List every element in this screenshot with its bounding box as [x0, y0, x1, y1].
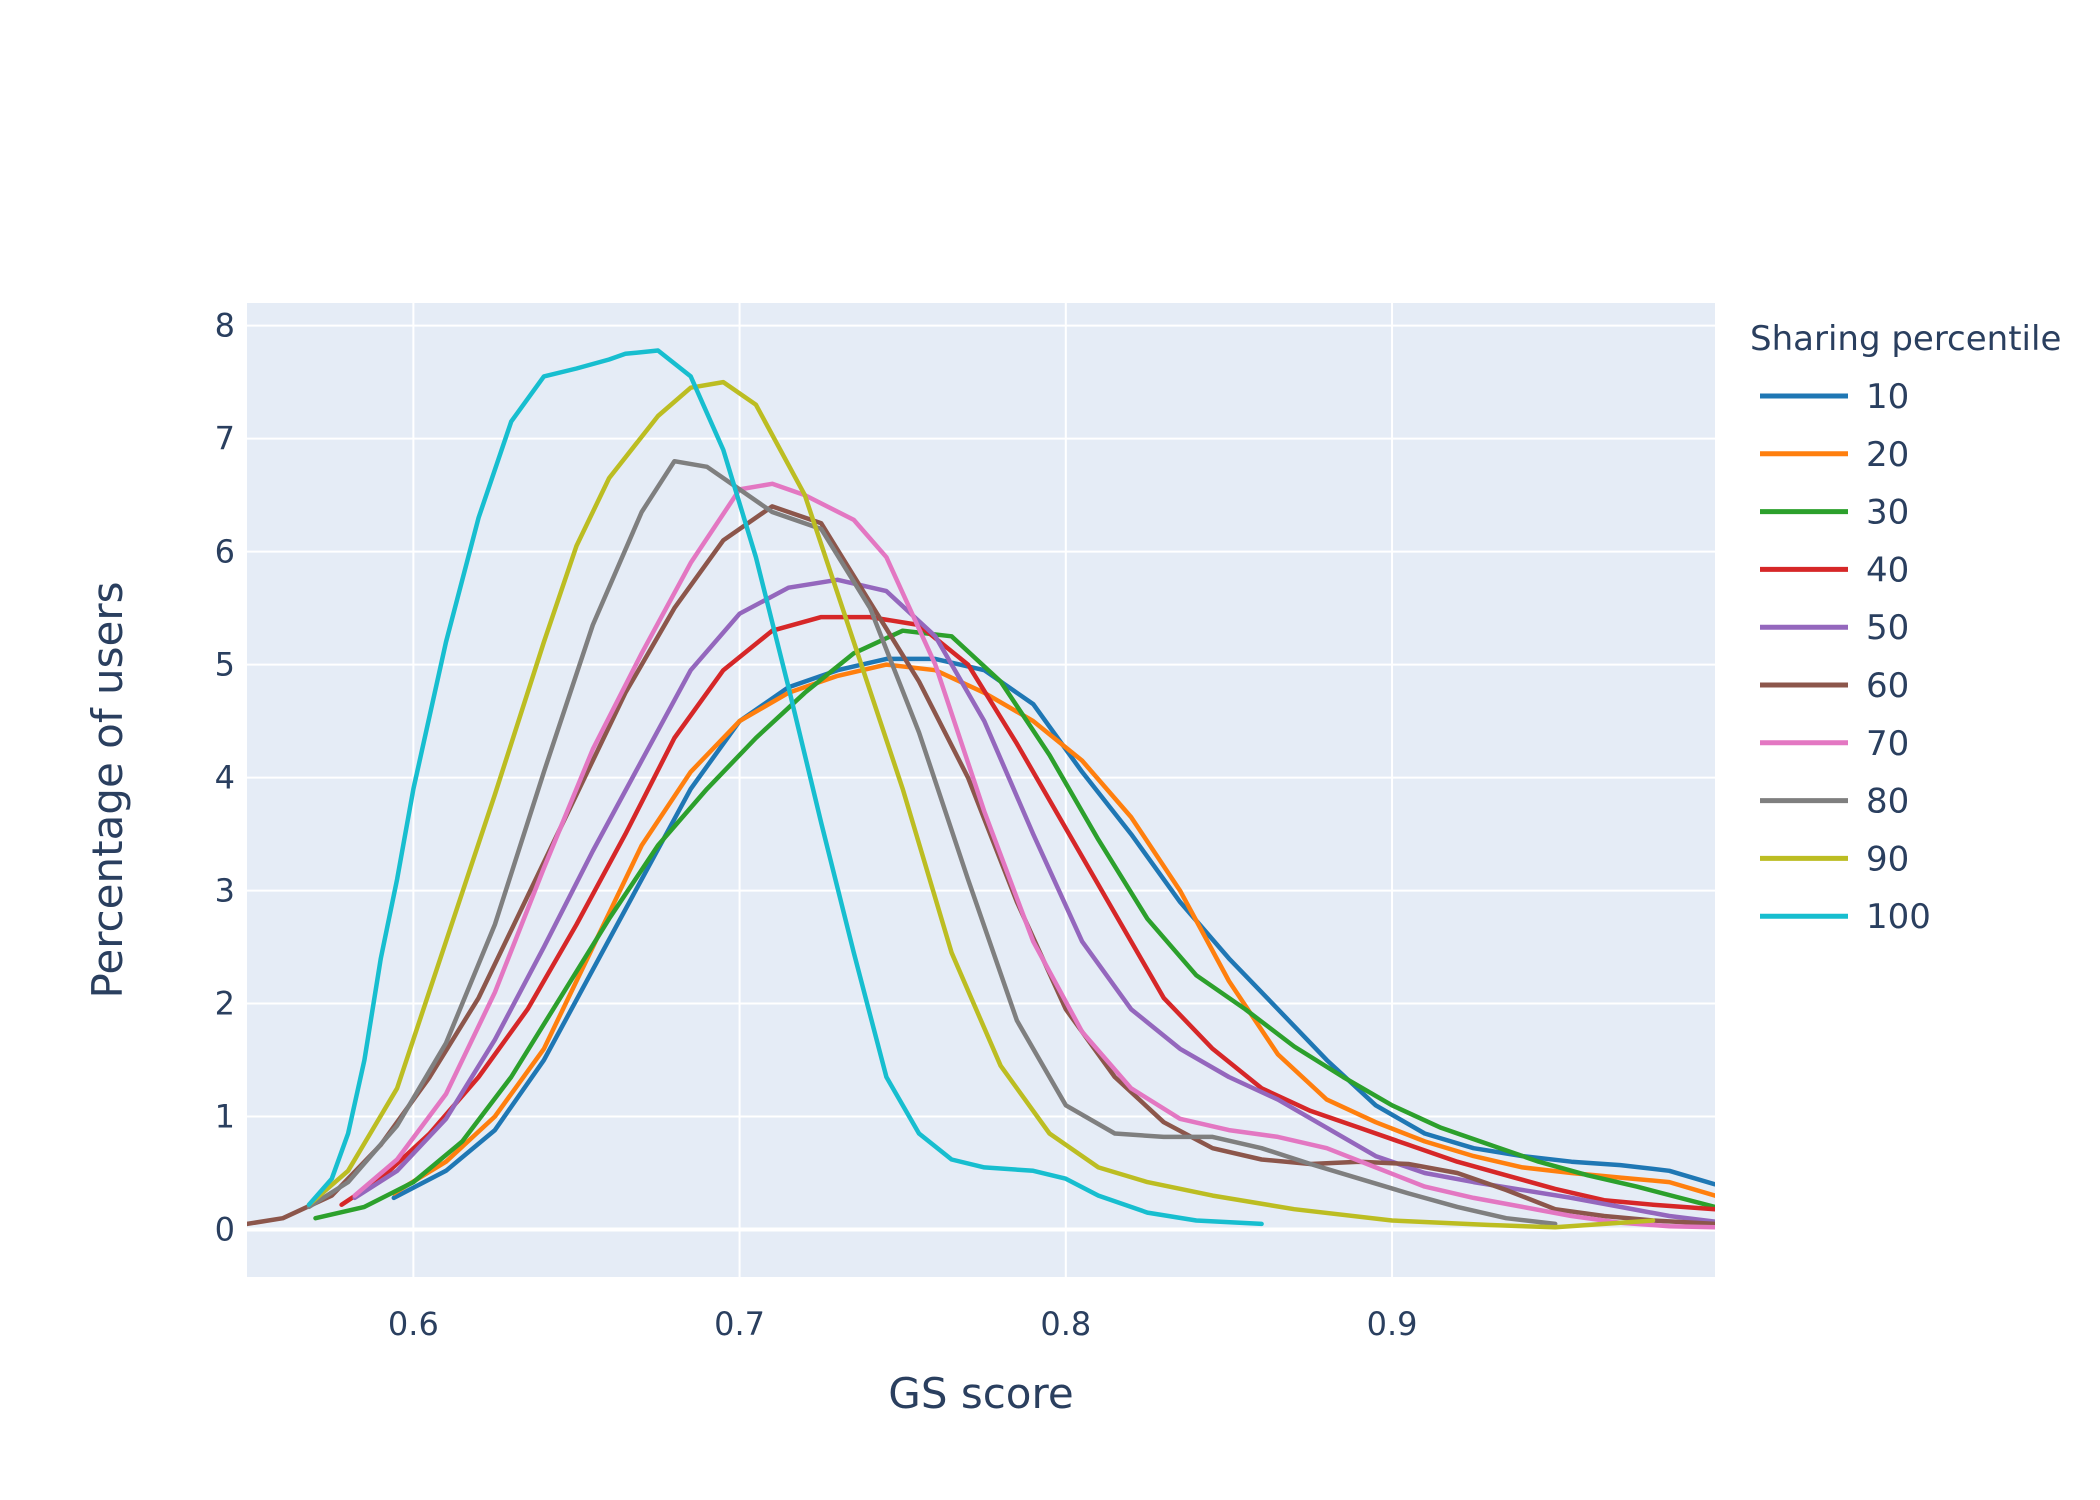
legend-label: 80: [1866, 782, 1909, 822]
x-tick-label: 0.7: [714, 1305, 765, 1343]
y-axis-title: Percentage of users: [83, 582, 132, 999]
y-tick-label: 2: [215, 985, 235, 1023]
plot-area: [247, 303, 1715, 1277]
legend-label: 60: [1866, 666, 1909, 706]
legend-label: 70: [1866, 724, 1909, 764]
series-line-70[interactable]: [352, 481, 1715, 1230]
legend-label: 90: [1866, 839, 1909, 879]
series-line-40[interactable]: [339, 614, 1715, 1212]
series-line-60[interactable]: [247, 504, 1715, 1227]
legend-item-80[interactable]: 80: [1760, 782, 1909, 822]
legend-label: 20: [1866, 435, 1909, 475]
series-lines: [247, 348, 1716, 1230]
y-tick-label: 6: [215, 533, 235, 571]
x-tick-label: 0.9: [1367, 1305, 1418, 1343]
legend-label: 40: [1866, 550, 1909, 590]
legend-item-30[interactable]: 30: [1760, 493, 1909, 533]
y-tick-label: 3: [215, 872, 235, 910]
legend-label: 100: [1866, 897, 1931, 937]
legend-label: 50: [1866, 608, 1909, 648]
series-line-80[interactable]: [306, 458, 1558, 1227]
legend[interactable]: Sharing percentile 10 20 30 40 50 60 70 80 90 100: [1750, 319, 2061, 937]
series-line-90[interactable]: [306, 379, 1656, 1230]
legend-item-70[interactable]: 70: [1760, 724, 1909, 764]
x-tick-label: 0.8: [1040, 1305, 1091, 1343]
legend-item-60[interactable]: 60: [1760, 666, 1909, 706]
y-tick-label: 1: [215, 1098, 235, 1136]
legend-item-100[interactable]: 100: [1760, 897, 1931, 937]
legend-item-10[interactable]: 10: [1760, 377, 1909, 417]
legend-label: 10: [1866, 377, 1909, 417]
legend-item-20[interactable]: 20: [1760, 435, 1909, 475]
series-line-30[interactable]: [313, 628, 1716, 1221]
legend-item-50[interactable]: 50: [1760, 608, 1909, 648]
tick-labels: 0.6 0.7 0.8 0.9 0 1 2 3 4 5 6 7 8: [215, 307, 1418, 1343]
legend-item-90[interactable]: 90: [1760, 839, 1909, 879]
series-line-100[interactable]: [306, 348, 1264, 1227]
y-tick-label: 5: [215, 646, 235, 684]
x-tick-label: 0.6: [388, 1305, 439, 1343]
y-tick-label: 7: [215, 420, 235, 458]
y-tick-label: 8: [215, 307, 235, 345]
legend-item-40[interactable]: 40: [1760, 550, 1909, 590]
y-tick-label: 0: [215, 1211, 235, 1249]
legend-title: Sharing percentile: [1750, 319, 2061, 359]
x-axis-title: GS score: [888, 1369, 1073, 1418]
y-tick-label: 4: [215, 759, 235, 797]
legend-label: 30: [1866, 493, 1909, 533]
series-line-20[interactable]: [391, 662, 1715, 1198]
